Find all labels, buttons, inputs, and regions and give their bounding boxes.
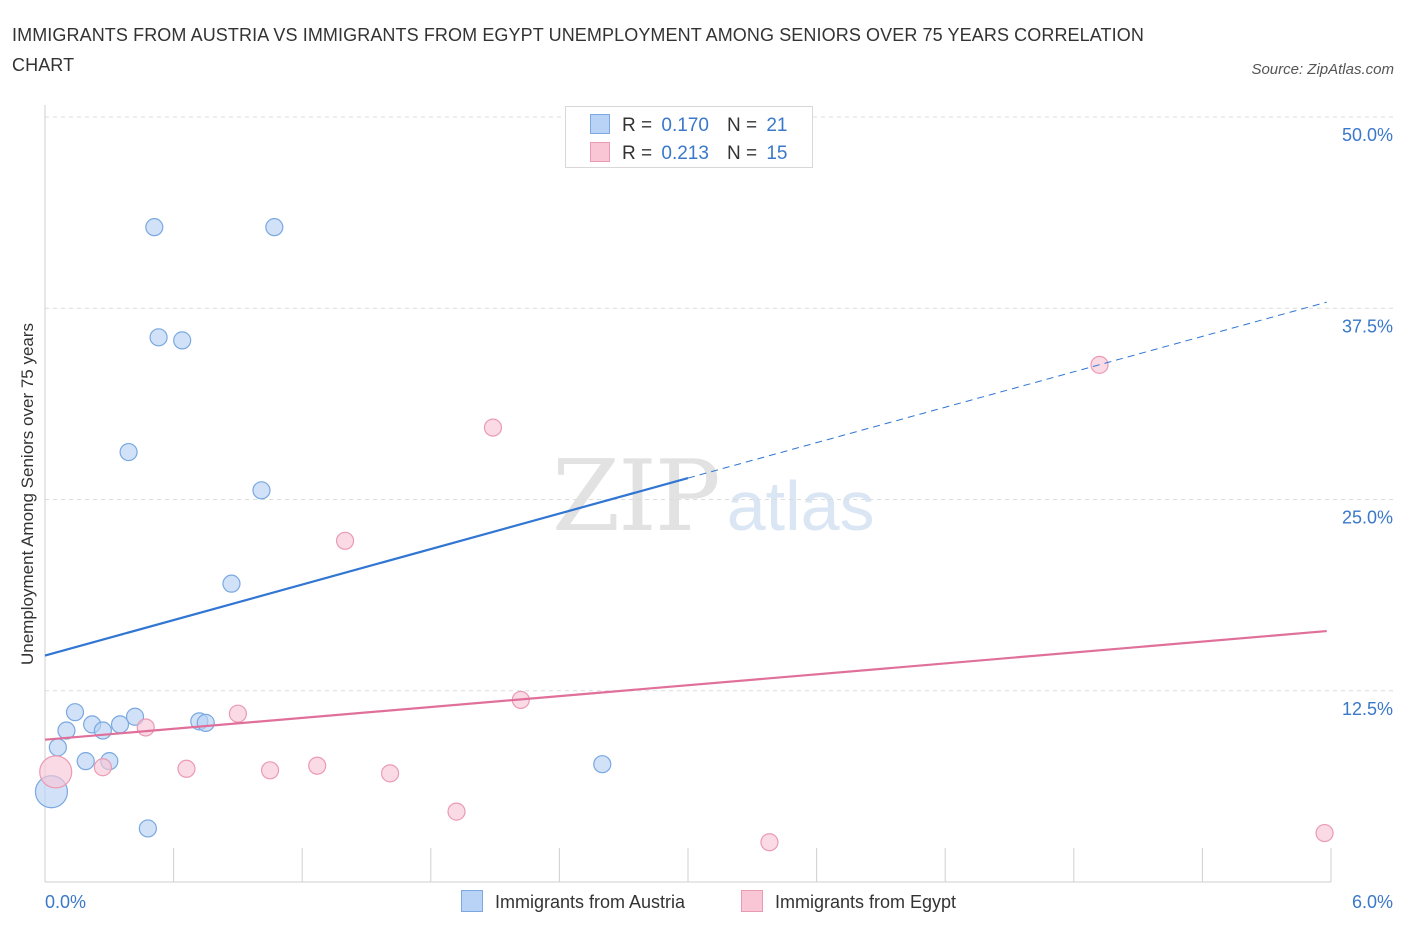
correlation-legend: R = 0.170 N = 21 R = 0.213 N = 15 xyxy=(565,106,813,168)
y-axis-label: Unemployment Among Seniors over 75 years xyxy=(18,322,37,666)
y-tick-label-0: 12.5% xyxy=(1342,699,1393,719)
egypt-r-value: 0.213 xyxy=(661,143,709,164)
austria-point-17 xyxy=(222,574,241,593)
austria-point-2 xyxy=(57,721,76,740)
egypt-swatch xyxy=(590,142,610,162)
x-tick-label-end: 6.0% xyxy=(1352,892,1393,912)
austria-n-value: 21 xyxy=(766,115,788,136)
legend-item-austria[interactable]: Immigrants from Austria xyxy=(461,890,685,914)
austria-point-4 xyxy=(76,752,95,771)
egypt-point-0 xyxy=(39,755,73,789)
egypt-point-14 xyxy=(1315,823,1334,843)
egypt-trend-line xyxy=(44,629,1327,741)
egypt-point-6 xyxy=(308,756,327,775)
austria-point-9 xyxy=(125,707,145,726)
egypt-point-4 xyxy=(228,704,247,723)
austria-point-18 xyxy=(252,481,271,500)
austria-r-label: R = xyxy=(622,115,653,136)
legend-row-austria: R = 0.170 N = 21 xyxy=(590,114,787,136)
austria-point-8 xyxy=(110,715,130,734)
austria-n-label: N = xyxy=(726,115,758,136)
egypt-n-value: 15 xyxy=(766,143,788,164)
austria-point-6 xyxy=(93,721,112,740)
austria-point-1 xyxy=(48,738,67,757)
egypt-point-10 xyxy=(483,418,503,437)
x-tick-label-start: 0.0% xyxy=(45,892,86,912)
austria-point-10 xyxy=(119,442,138,462)
austria-trend-extension xyxy=(687,301,1327,479)
legend-row-egypt: R = 0.213 N = 15 xyxy=(590,142,787,164)
y-tick-label-3: 50.0% xyxy=(1342,125,1393,145)
austria-point-11 xyxy=(138,819,157,838)
y-tick-label-2: 37.5% xyxy=(1342,316,1393,336)
austria-point-3 xyxy=(65,703,85,722)
austria-r-value: 0.170 xyxy=(661,115,709,136)
legend-item-egypt[interactable]: Immigrants from Egypt xyxy=(741,890,956,914)
chart-title: IMMIGRANTS FROM AUSTRIA VS IMMIGRANTS FR… xyxy=(12,25,1144,75)
austria-trend-line xyxy=(44,477,689,657)
source-label: Source: ZipAtlas.com xyxy=(1251,61,1394,78)
austria-point-16 xyxy=(196,713,215,732)
egypt-n-label: N = xyxy=(726,143,758,164)
austria-point-14 xyxy=(173,331,192,350)
egypt-legend-swatch xyxy=(741,890,763,912)
egypt-point-2 xyxy=(136,718,155,737)
y-tick-label-1: 25.0% xyxy=(1342,508,1393,528)
egypt-point-12 xyxy=(760,833,779,852)
egypt-r-label: R = xyxy=(622,143,653,164)
austria-point-13 xyxy=(149,328,168,347)
austria-point-19 xyxy=(265,218,284,237)
austria-legend-label: Immigrants from Austria xyxy=(495,892,686,912)
egypt-point-8 xyxy=(380,764,400,783)
egypt-point-3 xyxy=(177,759,196,778)
austria-point-12 xyxy=(145,218,164,237)
austria-point-20 xyxy=(593,755,612,774)
egypt-point-7 xyxy=(335,531,355,550)
austria-swatch xyxy=(590,114,610,134)
austria-legend-swatch xyxy=(461,890,483,912)
egypt-point-9 xyxy=(447,802,466,821)
egypt-point-5 xyxy=(260,761,280,780)
egypt-legend-label: Immigrants from Egypt xyxy=(775,892,957,912)
egypt-point-1 xyxy=(93,758,112,777)
